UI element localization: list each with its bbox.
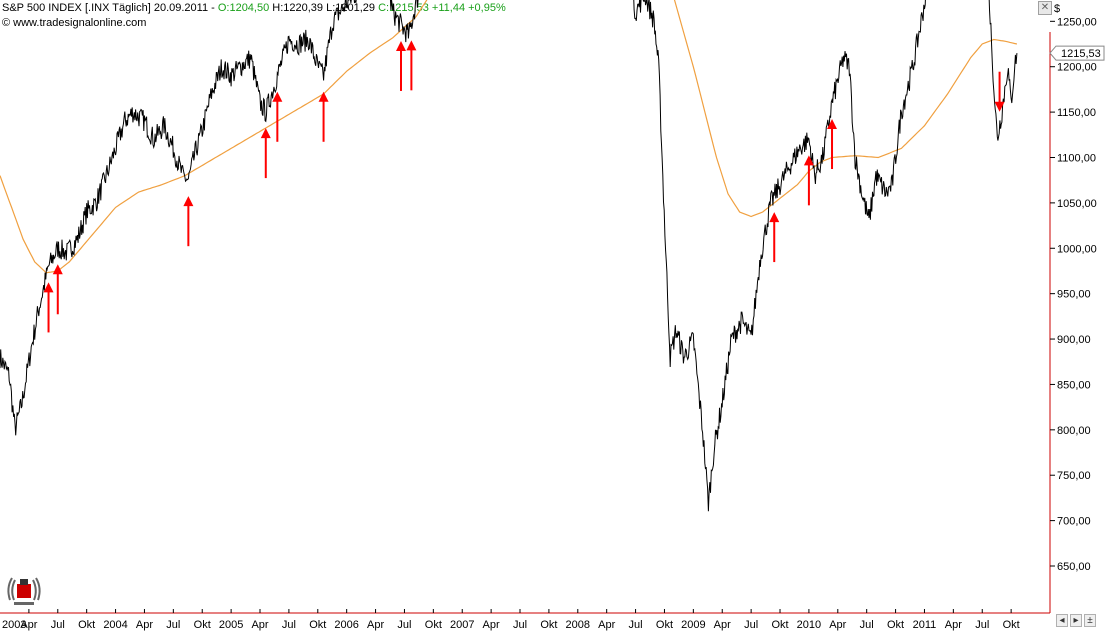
buy-signal-arrow-icon [52,264,63,315]
x-tick-label: Apr [483,619,500,631]
moving-average-line [0,0,1018,274]
scroll-right-button[interactable]: ▸ [1070,614,1082,627]
last-price-marker: 1215,53 [1049,45,1105,61]
x-tick-label: Okt [309,619,326,631]
x-tick-label: Okt [540,619,557,631]
x-tick-label: Jul [744,619,758,631]
x-tick-label: 2010 [797,619,821,631]
y-tick-label: 800,00 [1057,425,1091,437]
buy-signal-arrow-icon [803,155,814,206]
buy-signal-arrow-icon [395,40,406,91]
x-tick-label: 2004 [103,619,127,631]
x-tick-label: Jul [51,619,65,631]
x-tick-label: Okt [194,619,211,631]
x-tick-label: Jul [513,619,527,631]
buy-signal-arrow-icon [318,91,329,142]
x-tick-label: Jul [166,619,180,631]
y-tick-label: 900,00 [1057,334,1091,346]
y-tick-label: 650,00 [1057,561,1091,573]
x-tick-label: Apr [136,619,153,631]
x-tick-label: Jul [629,619,643,631]
x-tick-label: Okt [656,619,673,631]
x-tick-label: Jul [397,619,411,631]
x-tick-label: 2008 [566,619,590,631]
chart-navigation: ◂ ▸ ± [1056,614,1104,628]
y-tick-label: 1100,00 [1057,152,1096,164]
source-credit: © www.tradesignalonline.com [2,17,147,29]
x-tick-label: Jul [975,619,989,631]
x-tick-label: Jul [860,619,874,631]
buy-signal-arrow-icon [183,196,194,247]
x-tick-label: Apr [714,619,731,631]
buy-signal-arrow-icon [406,40,417,91]
scroll-left-button[interactable]: ◂ [1056,614,1068,627]
x-tick-label: Okt [771,619,788,631]
x-tick-label: 2009 [681,619,705,631]
buy-signal-arrow-icon [272,91,283,142]
x-tick-label: 2005 [219,619,243,631]
x-tick-label: Jul [282,619,296,631]
zoom-button[interactable]: ± [1084,614,1096,627]
y-tick-label: 950,00 [1057,289,1091,301]
brand-logo-icon [7,577,41,605]
price-line [0,0,1018,512]
x-tick-label-first: 2003 [2,619,26,631]
x-tick-label: Apr [829,619,846,631]
x-tick-label: Okt [1003,619,1020,631]
close-value: C:1215,53 +11,44 +0,95% [375,2,506,14]
last-price-label: 1215,53 [1061,48,1101,60]
x-tick-label: Apr [598,619,615,631]
sell-signal-arrow-icon [994,71,1005,112]
y-tick-label: 1250,00 [1057,16,1097,28]
x-tick-label: Apr [945,619,962,631]
y-tick-label: 750,00 [1057,470,1091,482]
y-tick-label: 1050,00 [1057,198,1097,210]
x-tick-label: 2007 [450,619,474,631]
chart-header: S&P 500 INDEX [.INX Täglich] 20.09.2011 … [0,0,1040,32]
buy-signal-arrow-icon [769,212,780,263]
x-tick-label: Okt [887,619,904,631]
x-tick-label: Okt [78,619,95,631]
x-tick-label: Okt [425,619,442,631]
x-tick-label: Apr [20,619,37,631]
buy-signal-arrow-icon [43,282,54,333]
open-value: O:1204,50 [217,2,270,14]
x-tick-label: Apr [251,619,268,631]
y-tick-label: 1150,00 [1057,107,1096,119]
y-tick-label: 700,00 [1057,516,1091,528]
x-tick-label: 2011 [913,619,937,631]
buy-signal-arrow-icon [827,119,838,170]
y-tick-label: 850,00 [1057,379,1091,391]
high-value: H:1220,39 [269,2,324,14]
close-button[interactable]: ✕ [1038,1,1052,15]
x-tick-label: Apr [367,619,384,631]
buy-signal-arrow-icon [260,128,271,179]
currency-symbol: $ [1054,3,1060,15]
y-tick-label: 1000,00 [1057,243,1097,255]
x-tick-label: 2006 [334,619,358,631]
instrument-title: S&P 500 INDEX [.INX Täglich] 20.09.2011 … [2,2,218,14]
y-tick-label: 1200,00 [1057,62,1097,74]
